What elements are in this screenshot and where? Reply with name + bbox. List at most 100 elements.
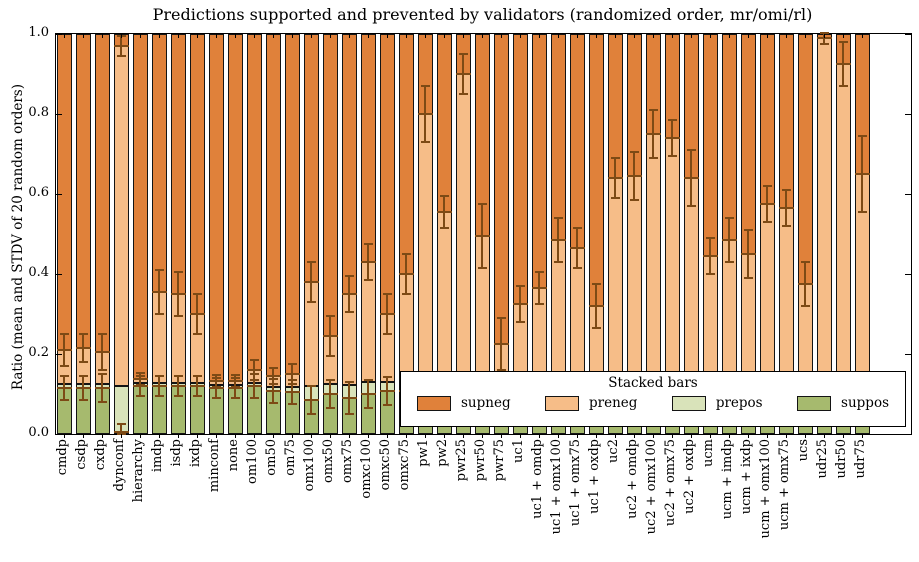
- axis-tick: [576, 34, 578, 38]
- axis-tick: [196, 34, 198, 38]
- bar-segment-supneg: [531, 34, 547, 288]
- axis-tick: [56, 193, 62, 195]
- error-bar: [135, 395, 145, 397]
- x-tick-label: uc1 + omx100: [549, 439, 564, 535]
- plot-area: [55, 31, 912, 438]
- error-bar: [854, 173, 870, 175]
- error-bar: [816, 37, 832, 39]
- axis-tick: [614, 34, 616, 38]
- error-bar: [363, 243, 373, 245]
- error-bar: [819, 43, 829, 45]
- error-bar: [743, 229, 753, 231]
- axis-tick: [481, 34, 483, 38]
- axis-tick: [367, 434, 369, 438]
- error-bar: [170, 385, 186, 387]
- legend-patch-supneg: [417, 395, 451, 411]
- x-tick-label: ucm + ixdp: [739, 439, 754, 515]
- axis-tick: [443, 434, 445, 438]
- error-bar: [59, 333, 69, 335]
- error-bar: [648, 157, 658, 159]
- error-bar: [363, 279, 373, 281]
- x-tick-label: omxc100: [359, 439, 374, 499]
- axis-tick: [905, 33, 911, 35]
- error-bar: [173, 375, 183, 377]
- error-bar: [151, 291, 167, 293]
- bar-segment-supneg: [341, 34, 357, 294]
- error-bar: [132, 385, 148, 387]
- axis-tick: [614, 434, 616, 438]
- bar-segment-preneg: [645, 134, 661, 384]
- error-bar: [78, 361, 88, 363]
- bar-segment-preneg: [835, 64, 851, 384]
- error-bar: [303, 399, 319, 401]
- error-bar: [800, 261, 810, 263]
- axis-tick: [728, 434, 730, 438]
- chart-title: Predictions supported and prevented by v…: [152, 5, 813, 24]
- error-bar: [268, 401, 278, 404]
- bar-segment-preneg: [626, 176, 642, 384]
- error-bar: [382, 403, 392, 406]
- x-tick-label: ixdp: [188, 439, 203, 468]
- error-bar: [192, 333, 202, 335]
- x-tick-label: uc2 + omdp: [625, 439, 640, 519]
- axis-tick: [215, 34, 217, 38]
- axis-tick: [462, 34, 464, 38]
- axis-tick: [101, 434, 103, 438]
- error-bar: [344, 275, 354, 277]
- axis-tick: [272, 434, 274, 438]
- error-bar: [249, 397, 259, 399]
- axis-tick: [196, 434, 198, 438]
- axis-tick: [101, 34, 103, 38]
- bar-segment-supneg: [702, 34, 718, 256]
- axis-tick: [443, 34, 445, 38]
- error-bar: [325, 379, 335, 381]
- bar-segment-supneg: [132, 34, 148, 379]
- error-bar: [135, 371, 145, 374]
- error-bar: [531, 287, 547, 289]
- axis-tick: [56, 353, 62, 355]
- bar-segment-supneg: [94, 34, 110, 352]
- axis-tick: [842, 434, 844, 438]
- error-bar: [211, 397, 221, 399]
- axis-tick: [804, 434, 806, 438]
- axis-tick: [56, 433, 62, 435]
- error-bar: [667, 119, 677, 121]
- bar-segment-supneg: [436, 34, 452, 212]
- error-bar: [401, 253, 411, 255]
- error-bar: [455, 73, 471, 75]
- error-bar: [306, 261, 316, 263]
- error-bar: [363, 407, 373, 409]
- error-bar: [132, 377, 148, 380]
- error-bar: [800, 305, 810, 307]
- error-bar: [458, 53, 468, 55]
- error-bar: [154, 395, 164, 397]
- error-bar: [344, 311, 354, 313]
- legend-label: supneg: [461, 395, 511, 411]
- x-tick-label: om50: [264, 439, 279, 476]
- bar-segment-supneg: [151, 34, 167, 292]
- error-bar: [759, 203, 775, 205]
- error-bar: [344, 413, 354, 415]
- error-bar: [189, 313, 205, 315]
- error-bar: [59, 365, 69, 367]
- axis-tick: [861, 34, 863, 38]
- error-bar: [284, 391, 300, 393]
- error-bar: [135, 383, 145, 386]
- axis-tick: [842, 34, 844, 38]
- axis-tick: [690, 434, 692, 438]
- x-tick-label: hierarchy: [131, 439, 146, 503]
- x-tick-label: ucs: [796, 439, 811, 462]
- error-bar: [512, 303, 528, 305]
- axis-tick: [500, 434, 502, 438]
- error-bar: [819, 31, 829, 34]
- error-bar: [303, 281, 319, 283]
- error-bar: [322, 393, 338, 395]
- error-bar: [78, 375, 88, 377]
- error-bar: [116, 423, 126, 425]
- bar-segment-supneg: [170, 34, 186, 294]
- error-bar: [154, 313, 164, 315]
- error-bar: [458, 93, 468, 95]
- axis-tick: [804, 34, 806, 38]
- legend-label: suppos: [841, 395, 889, 411]
- legend-patch-suppos: [797, 395, 832, 411]
